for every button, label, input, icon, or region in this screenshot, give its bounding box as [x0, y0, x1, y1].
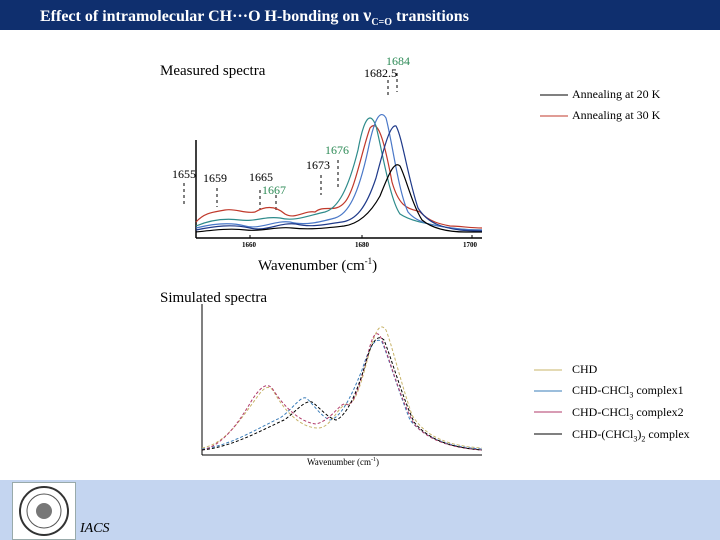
- annotation-1667: 1667: [262, 183, 286, 197]
- measured-curve-navy: [195, 125, 483, 232]
- footer-bar: [0, 480, 720, 540]
- simulated-curve-complex3: [201, 337, 483, 451]
- tick-1660: 1660: [242, 241, 256, 249]
- simulated-spectra-label: Simulated spectra: [160, 290, 268, 306]
- slide-title-bar: Effect of intramolecular CH···O H-bondin…: [0, 0, 720, 30]
- annotation-1655: 1655: [172, 167, 196, 181]
- measured-curve-teal: [195, 117, 483, 231]
- annotation-1659: 1659: [203, 171, 227, 185]
- simulated-curve-complex2: [201, 333, 483, 451]
- measured-curve-black: [195, 164, 482, 233]
- measured-x-axis-label: Wavenumber (cm-1): [258, 256, 378, 274]
- tick-1680: 1680: [355, 241, 369, 249]
- institute-logo: [12, 482, 76, 540]
- simulated-curve-complex1: [201, 339, 483, 450]
- annotation-1665: 1665: [249, 170, 273, 184]
- slide-title: Effect of intramolecular CH···O H-bondin…: [40, 5, 469, 29]
- legend-30k-label: Annealing at 30 K: [572, 108, 661, 122]
- measured-spectra-label: Measured spectra: [160, 63, 266, 79]
- tick-1700: 1700: [463, 241, 477, 249]
- measured-curve-red: [195, 125, 483, 229]
- annotation-1684: 1684: [386, 54, 410, 68]
- seal-icon: [19, 486, 69, 536]
- legend-complex1-label: CHD-CHCl3 complex1: [572, 383, 684, 400]
- legend-complex3-label: CHD-(CHCl3)2 complex: [572, 427, 690, 444]
- legend-chd-label: CHD: [572, 362, 598, 376]
- measured-curve-blue: [195, 113, 483, 231]
- simulated-x-axis-label: Wavenumber (cm-1): [307, 457, 379, 467]
- annotation-1673: 1673: [306, 158, 330, 172]
- annotation-1676: 1676: [325, 143, 349, 157]
- legend-20k-label: Annealing at 20 K: [572, 87, 661, 101]
- measured-ticks: [249, 235, 473, 238]
- footer-org-name: IACS: [80, 521, 110, 536]
- annotation-1682-5: 1682.5: [364, 66, 397, 80]
- legend-complex2-label: CHD-CHCl3 complex2: [572, 405, 684, 422]
- simulated-curve-chd: [201, 326, 483, 449]
